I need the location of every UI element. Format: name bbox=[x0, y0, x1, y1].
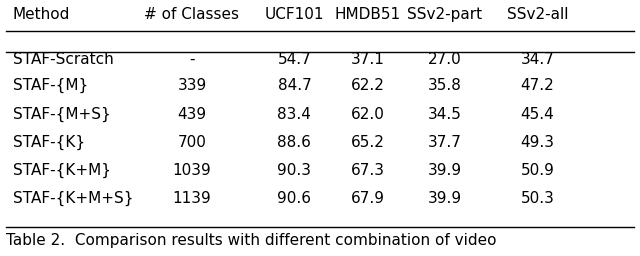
Text: STAF-{K+M+S}: STAF-{K+M+S} bbox=[13, 191, 133, 206]
Text: 67.3: 67.3 bbox=[351, 163, 385, 178]
Text: 34.5: 34.5 bbox=[428, 106, 461, 122]
Text: STAF-{K+M}: STAF-{K+M} bbox=[13, 163, 111, 178]
Text: 50.9: 50.9 bbox=[521, 163, 554, 178]
Text: 439: 439 bbox=[177, 106, 207, 122]
Text: 45.4: 45.4 bbox=[521, 106, 554, 122]
Text: 84.7: 84.7 bbox=[278, 78, 311, 93]
Text: 1139: 1139 bbox=[173, 191, 211, 206]
Text: Table 2.  Comparison results with different combination of video: Table 2. Comparison results with differe… bbox=[6, 233, 497, 248]
Text: 54.7: 54.7 bbox=[278, 51, 311, 67]
Text: 35.8: 35.8 bbox=[428, 78, 461, 93]
Text: 37.1: 37.1 bbox=[351, 51, 385, 67]
Text: STAF-Scratch: STAF-Scratch bbox=[13, 51, 113, 67]
Text: 1039: 1039 bbox=[173, 163, 211, 178]
Text: 62.0: 62.0 bbox=[351, 106, 385, 122]
Text: 90.6: 90.6 bbox=[277, 191, 312, 206]
Text: 339: 339 bbox=[177, 78, 207, 93]
Text: HMDB51: HMDB51 bbox=[335, 7, 401, 22]
Text: 37.7: 37.7 bbox=[428, 135, 461, 150]
Text: STAF-{M}: STAF-{M} bbox=[13, 78, 88, 93]
Text: 67.9: 67.9 bbox=[351, 191, 385, 206]
Text: -: - bbox=[189, 51, 195, 67]
Text: STAF-{K}: STAF-{K} bbox=[13, 135, 85, 150]
Text: 62.2: 62.2 bbox=[351, 78, 385, 93]
Text: STAF-{M+S}: STAF-{M+S} bbox=[13, 106, 111, 122]
Text: 47.2: 47.2 bbox=[521, 78, 554, 93]
Text: 88.6: 88.6 bbox=[278, 135, 311, 150]
Text: UCF101: UCF101 bbox=[265, 7, 324, 22]
Text: 700: 700 bbox=[177, 135, 207, 150]
Text: 34.7: 34.7 bbox=[521, 51, 554, 67]
Text: 83.4: 83.4 bbox=[278, 106, 311, 122]
Text: Method: Method bbox=[13, 7, 70, 22]
Text: SSv2-all: SSv2-all bbox=[507, 7, 568, 22]
Text: 90.3: 90.3 bbox=[277, 163, 312, 178]
Text: 49.3: 49.3 bbox=[520, 135, 555, 150]
Text: 27.0: 27.0 bbox=[428, 51, 461, 67]
Text: 39.9: 39.9 bbox=[428, 163, 462, 178]
Text: 50.3: 50.3 bbox=[521, 191, 554, 206]
Text: 65.2: 65.2 bbox=[351, 135, 385, 150]
Text: 39.9: 39.9 bbox=[428, 191, 462, 206]
Text: SSv2-part: SSv2-part bbox=[407, 7, 483, 22]
Text: # of Classes: # of Classes bbox=[145, 7, 239, 22]
